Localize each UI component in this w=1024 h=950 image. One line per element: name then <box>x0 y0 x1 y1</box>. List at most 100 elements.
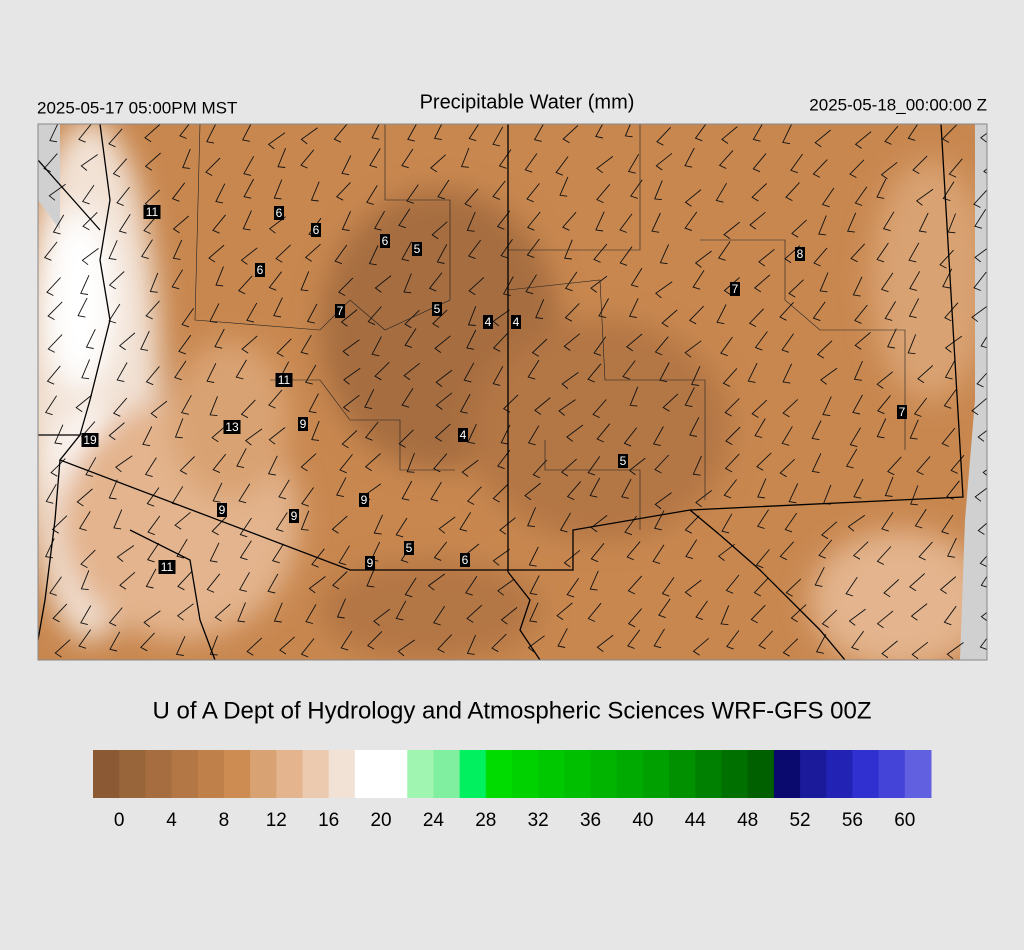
wind-barb <box>239 572 250 592</box>
wind-barb <box>724 398 740 417</box>
station-value: 6 <box>313 223 320 237</box>
wind-barb <box>524 482 541 501</box>
station-value: 7 <box>337 304 344 318</box>
wind-barb <box>849 159 865 178</box>
wind-barb <box>268 389 283 409</box>
wind-barb <box>149 272 159 293</box>
wind-barb <box>112 158 128 178</box>
wind-barb <box>525 274 537 295</box>
station-value: 9 <box>367 556 374 570</box>
wind-barb <box>720 605 730 626</box>
wind-barb <box>432 309 448 328</box>
wind-barb <box>435 392 453 410</box>
wind-barb <box>179 456 195 475</box>
wind-barb <box>528 546 539 567</box>
wind-barb <box>467 306 477 326</box>
wind-barb <box>116 545 135 562</box>
wind-barb <box>684 211 698 232</box>
colorbar-tick-label: 28 <box>475 810 496 831</box>
station-box <box>335 304 345 318</box>
station-value: 11 <box>161 560 174 574</box>
wind-barb <box>788 279 804 298</box>
station-box <box>380 234 390 248</box>
wind-barb <box>176 603 194 621</box>
wind-barb <box>500 424 511 445</box>
wind-barb <box>374 275 392 293</box>
wind-barb <box>145 300 160 320</box>
wind-barb <box>884 301 896 321</box>
wind-barb <box>563 333 581 351</box>
wind-barb <box>108 479 118 500</box>
wind-barb <box>971 305 987 323</box>
field-shading <box>38 124 987 660</box>
wind-barb <box>268 216 286 234</box>
wind-barb <box>974 487 987 502</box>
wind-barb <box>852 276 863 297</box>
station-value: 11 <box>146 205 159 219</box>
wind-barb <box>300 510 310 531</box>
wind-barb <box>974 209 987 229</box>
wind-barb <box>46 277 61 296</box>
wind-barb <box>849 427 861 448</box>
wind-barb <box>983 168 987 175</box>
wind-barb <box>466 486 482 505</box>
wind-barb <box>652 544 665 565</box>
station-box <box>511 315 521 329</box>
wind-barb <box>208 244 225 263</box>
wind-barb <box>847 514 866 532</box>
wind-barb <box>215 183 226 204</box>
wind-barb <box>341 211 352 231</box>
wind-barb <box>403 362 421 381</box>
wind-barb <box>176 538 188 559</box>
wind-barb <box>461 459 479 477</box>
wind-barb <box>435 369 453 387</box>
colorbar-tick-label: 56 <box>842 810 863 831</box>
wind-barb <box>524 153 538 173</box>
wind-barb <box>78 629 92 649</box>
wind-barb <box>562 211 577 231</box>
wind-barb <box>366 567 376 588</box>
colorbar-tick-label: 44 <box>685 810 707 831</box>
station-box <box>897 405 907 419</box>
wind-barb <box>721 126 738 144</box>
wind-barb <box>782 399 799 418</box>
wind-barb <box>112 397 128 417</box>
wind-barb <box>781 333 794 353</box>
wind-barb <box>433 541 448 561</box>
wind-barb <box>779 458 796 478</box>
wind-barb <box>373 514 384 535</box>
wind-barb <box>428 272 443 292</box>
wind-barb <box>907 334 917 355</box>
colorbar-swatch <box>904 750 932 798</box>
wind-barb <box>980 611 987 622</box>
wind-barb <box>43 153 58 173</box>
wind-barb <box>79 511 91 531</box>
wind-barb <box>811 453 822 474</box>
state-boundaries <box>38 124 964 660</box>
colorbar-tick-label: 32 <box>528 810 549 831</box>
wind-barb <box>909 573 925 592</box>
wind-barb <box>652 426 664 447</box>
wind-barb <box>108 422 125 441</box>
wind-barb <box>172 239 183 260</box>
colorbar-swatch <box>747 750 775 798</box>
station-value: 5 <box>414 242 421 256</box>
wind-barb <box>779 301 794 321</box>
colorbar-swatch <box>276 750 303 798</box>
wind-barb <box>47 301 63 320</box>
wind-barb <box>267 132 286 150</box>
wind-barb <box>49 576 62 596</box>
wind-barb <box>336 477 347 498</box>
wind-barb <box>982 469 987 476</box>
wind-barb <box>467 239 482 260</box>
wind-barb <box>398 429 414 448</box>
wind-barb <box>534 397 551 415</box>
wind-barb <box>812 301 826 322</box>
wind-barb <box>941 427 956 447</box>
wind-barb <box>750 604 766 624</box>
wind-barb <box>684 189 702 207</box>
colorbar-swatch <box>250 750 277 798</box>
wind-barb <box>492 365 504 386</box>
wind-barb <box>818 215 827 236</box>
colorbar-swatch <box>564 750 592 798</box>
